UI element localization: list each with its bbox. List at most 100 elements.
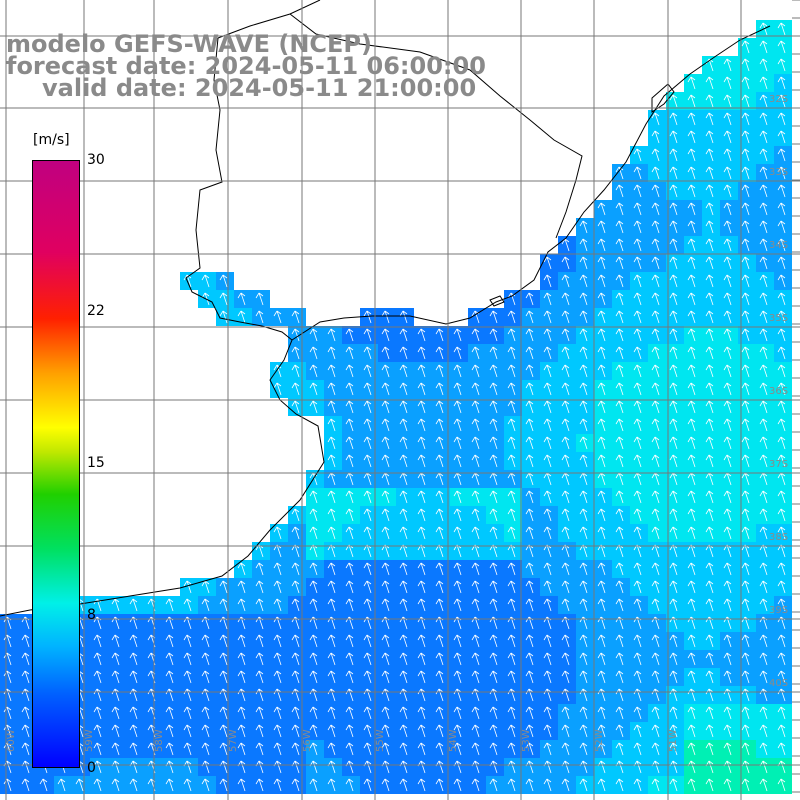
wind-arrow xyxy=(723,706,732,720)
wind-arrow xyxy=(687,148,696,162)
wind-arrow xyxy=(363,670,372,684)
wind-arrow xyxy=(777,274,786,288)
wind-arrow xyxy=(273,742,282,756)
wind-arrow xyxy=(615,364,624,378)
wind-arrow xyxy=(759,166,768,180)
wind-arrow xyxy=(165,598,174,612)
wind-arrow xyxy=(741,58,750,72)
wind-arrow xyxy=(687,310,696,324)
wind-arrow xyxy=(687,382,696,396)
wind-arrow xyxy=(705,94,714,108)
wind-arrow xyxy=(327,382,336,396)
wind-arrow xyxy=(309,598,318,612)
wind-arrow xyxy=(399,742,408,756)
wind-arrow xyxy=(669,148,678,162)
wind-arrow xyxy=(669,454,678,468)
wind-arrow xyxy=(453,652,462,666)
wind-arrow xyxy=(489,742,498,756)
wind-arrow xyxy=(489,328,498,342)
wind-arrow xyxy=(669,634,678,648)
wind-arrow xyxy=(345,670,354,684)
wind-arrow xyxy=(723,778,732,792)
wind-arrow xyxy=(597,328,606,342)
wind-arrow xyxy=(651,670,660,684)
wind-arrow xyxy=(597,634,606,648)
wind-arrow xyxy=(723,580,732,594)
wind-arrow xyxy=(525,652,534,666)
wind-arrow xyxy=(669,274,678,288)
wind-arrow xyxy=(651,274,660,288)
wind-arrow xyxy=(417,418,426,432)
lat-label: 32S xyxy=(769,94,789,105)
wind-arrow xyxy=(579,670,588,684)
wind-arrow xyxy=(741,454,750,468)
wind-arrow xyxy=(633,274,642,288)
wind-arrow xyxy=(381,580,390,594)
wind-arrow xyxy=(597,724,606,738)
wind-arrow xyxy=(777,634,786,648)
wind-arrow xyxy=(201,274,210,288)
wind-arrow xyxy=(579,652,588,666)
wind-arrow xyxy=(651,562,660,576)
wind-arrow xyxy=(183,706,192,720)
wind-arrow xyxy=(597,382,606,396)
wind-arrow xyxy=(543,724,552,738)
wind-arrow xyxy=(741,274,750,288)
wind-arrow xyxy=(309,508,318,522)
wind-arrow xyxy=(615,418,624,432)
wind-arrow xyxy=(579,382,588,396)
wind-arrow xyxy=(255,310,264,324)
wind-arrow xyxy=(201,634,210,648)
wind-arrow xyxy=(777,562,786,576)
wind-arrow xyxy=(669,562,678,576)
wind-arrow xyxy=(687,652,696,666)
wind-arrow xyxy=(741,652,750,666)
wind-arrow xyxy=(579,634,588,648)
wind-arrow xyxy=(579,346,588,360)
wind-arrow xyxy=(525,346,534,360)
wind-arrow xyxy=(129,724,138,738)
wind-arrow xyxy=(327,418,336,432)
wind-arrow xyxy=(759,346,768,360)
wind-arrow xyxy=(687,742,696,756)
wind-arrow xyxy=(561,580,570,594)
wind-arrow xyxy=(705,220,714,234)
wind-arrow xyxy=(777,706,786,720)
wind-arrow xyxy=(219,634,228,648)
wind-arrow xyxy=(561,400,570,414)
wind-arrow xyxy=(489,382,498,396)
wind-arrow xyxy=(669,364,678,378)
colorbar xyxy=(32,160,80,768)
wind-arrow xyxy=(345,742,354,756)
wind-arrow xyxy=(759,454,768,468)
wind-arrow xyxy=(687,454,696,468)
wind-arrow xyxy=(507,508,516,522)
wind-arrow xyxy=(687,292,696,306)
wind-arrow xyxy=(21,670,30,684)
wind-arrow xyxy=(399,400,408,414)
wind-arrow xyxy=(597,202,606,216)
wind-arrow xyxy=(327,778,336,792)
wind-arrow xyxy=(615,238,624,252)
wind-arrow xyxy=(453,364,462,378)
wind-arrow xyxy=(381,400,390,414)
wind-arrow xyxy=(309,400,318,414)
wind-arrow xyxy=(57,778,66,792)
wind-arrow xyxy=(327,562,336,576)
wind-arrow xyxy=(93,652,102,666)
wind-arrow xyxy=(669,112,678,126)
wind-arrow xyxy=(417,436,426,450)
wind-arrow xyxy=(327,400,336,414)
wind-arrow xyxy=(471,310,480,324)
wind-arrow xyxy=(651,256,660,270)
wind-arrow xyxy=(327,706,336,720)
wind-arrow xyxy=(597,508,606,522)
wind-arrow xyxy=(435,436,444,450)
wind-arrow xyxy=(399,418,408,432)
wind-arrow xyxy=(705,112,714,126)
wind-arrow xyxy=(615,328,624,342)
wind-arrow xyxy=(399,454,408,468)
wind-arrow xyxy=(417,598,426,612)
wind-arrow xyxy=(489,778,498,792)
wind-arrow xyxy=(21,742,30,756)
